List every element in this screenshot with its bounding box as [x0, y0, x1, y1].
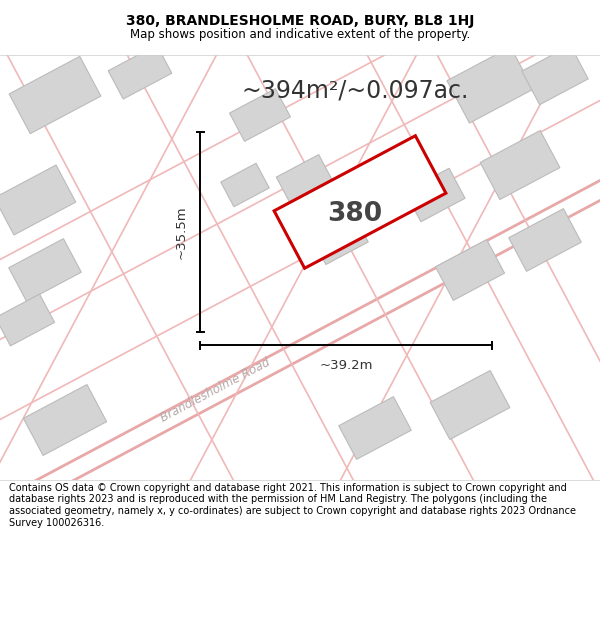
Polygon shape	[430, 371, 510, 439]
Polygon shape	[447, 47, 533, 123]
Polygon shape	[108, 45, 172, 99]
Text: ~35.5m: ~35.5m	[175, 205, 188, 259]
Polygon shape	[436, 239, 505, 301]
Polygon shape	[405, 168, 465, 222]
Polygon shape	[522, 46, 588, 104]
Text: Map shows position and indicative extent of the property.: Map shows position and indicative extent…	[130, 28, 470, 41]
Polygon shape	[9, 239, 81, 301]
Text: ~394m²/~0.097ac.: ~394m²/~0.097ac.	[241, 78, 469, 102]
Text: Contains OS data © Crown copyright and database right 2021. This information is : Contains OS data © Crown copyright and d…	[9, 483, 576, 528]
Polygon shape	[9, 56, 101, 134]
Polygon shape	[230, 89, 290, 141]
Polygon shape	[23, 384, 107, 456]
Polygon shape	[274, 136, 446, 268]
Text: 380, BRANDLESHOLME ROAD, BURY, BL8 1HJ: 380, BRANDLESHOLME ROAD, BURY, BL8 1HJ	[126, 14, 474, 28]
Text: 380: 380	[328, 201, 383, 227]
Polygon shape	[339, 397, 411, 459]
Text: ~39.2m: ~39.2m	[319, 359, 373, 372]
Text: Brandlesholme Road: Brandlesholme Road	[158, 356, 272, 424]
Polygon shape	[0, 294, 55, 346]
Polygon shape	[221, 163, 269, 207]
Polygon shape	[276, 154, 334, 206]
Polygon shape	[480, 131, 560, 199]
Polygon shape	[509, 209, 581, 271]
Polygon shape	[0, 165, 76, 235]
Polygon shape	[312, 216, 368, 264]
